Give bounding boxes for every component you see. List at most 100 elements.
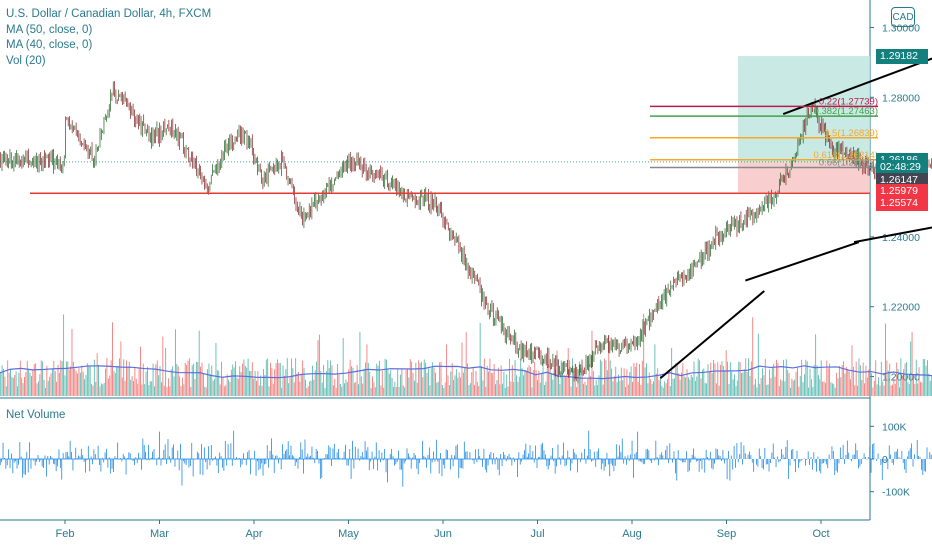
volume-bar <box>893 378 895 396</box>
volume-bar <box>854 385 856 396</box>
volume-bar <box>299 381 301 396</box>
volume-bar <box>39 374 41 396</box>
volume-bar <box>720 364 722 396</box>
volume-bar <box>425 362 427 396</box>
currency-button[interactable]: CAD <box>891 7 915 27</box>
volume-bar <box>908 384 910 396</box>
volume-bar <box>30 376 32 396</box>
fib-level-label: 0.66(1.25992) <box>819 157 878 168</box>
net-volume-label[interactable]: Net Volume <box>6 409 66 421</box>
volume-bar <box>356 365 358 396</box>
volume-bar <box>432 362 434 396</box>
volume-bar <box>559 384 561 396</box>
volume-bar <box>453 379 455 396</box>
volume-bar <box>381 370 383 396</box>
volume-bar <box>415 362 417 396</box>
volume-bar <box>25 372 27 396</box>
volume-bar <box>391 377 393 396</box>
volume-bar <box>409 359 411 396</box>
volume-bar <box>703 368 705 396</box>
volume-bar <box>556 350 558 396</box>
volume-bar <box>468 385 470 396</box>
volume-bar <box>785 359 787 396</box>
volume-bar <box>791 378 793 396</box>
volume-bar <box>121 377 123 396</box>
volume-bar <box>608 335 610 396</box>
volume-bar <box>464 367 466 396</box>
volume-bar <box>502 383 503 396</box>
ma50-label[interactable]: MA (50, close, 0) <box>6 23 93 36</box>
volume-bar <box>345 379 347 396</box>
volume-bar <box>360 376 362 396</box>
volume-bar <box>482 380 484 396</box>
volume-bar <box>21 377 23 396</box>
volume-bar <box>282 365 284 396</box>
volume-bar <box>843 361 845 396</box>
volume-bar <box>352 367 354 396</box>
volume-bar <box>903 369 905 396</box>
volume-bar <box>465 332 467 396</box>
volume-bar <box>3 368 4 396</box>
volume-bar <box>92 385 94 396</box>
volume-bar <box>244 365 246 396</box>
volume-bar <box>532 370 534 396</box>
volume-bar <box>685 377 687 396</box>
volume-bar <box>823 381 825 396</box>
volume-bar <box>128 361 130 396</box>
volume-bar <box>682 363 684 396</box>
volume-bar <box>191 365 193 396</box>
volume-bar <box>183 384 185 396</box>
volume-bar <box>186 364 188 396</box>
volume-bar <box>824 382 826 396</box>
volume-bar <box>555 369 557 396</box>
volume-bar <box>358 384 359 396</box>
volume-bar <box>700 378 702 396</box>
volume-bar <box>142 363 144 396</box>
volume-bar <box>33 364 35 396</box>
volume-bar <box>488 371 489 396</box>
volume-bar <box>647 383 649 396</box>
volume-bar <box>926 360 928 396</box>
volume-bar <box>450 371 452 396</box>
volume-bar <box>855 361 857 396</box>
volume-bar <box>100 383 102 396</box>
volume-bar <box>766 384 768 396</box>
volume-bar <box>126 360 127 396</box>
volume-bar <box>233 367 235 396</box>
volume-bar <box>543 384 545 396</box>
volume-bar <box>71 328 73 396</box>
volume-bar <box>787 369 789 396</box>
volume-bar <box>588 364 590 396</box>
volume-bar <box>133 381 134 396</box>
volume-bar <box>697 358 699 396</box>
volume-label[interactable]: Vol (20) <box>6 54 46 67</box>
volume-bar <box>753 384 755 396</box>
volume-bar <box>728 384 730 396</box>
volume-bar <box>894 383 896 396</box>
volume-bar <box>553 372 555 396</box>
volume-bar <box>810 379 812 396</box>
volume-bar <box>236 377 238 396</box>
volume-bar <box>303 367 305 396</box>
volume-bar <box>165 348 167 396</box>
volume-bar <box>606 370 608 396</box>
volume-bar <box>844 373 846 396</box>
volume-bar <box>310 380 312 396</box>
volume-bar <box>840 377 842 396</box>
volume-bar <box>401 368 403 396</box>
volume-bar <box>307 386 309 396</box>
volume-bar <box>634 366 636 396</box>
volume-bar <box>154 386 155 396</box>
volume-bar <box>75 371 77 396</box>
fib-level-label: 0.5(1.26839) <box>824 128 878 139</box>
ma40-label[interactable]: MA (40, close, 0) <box>6 39 93 51</box>
volume-bar <box>694 380 696 396</box>
volume-bar <box>563 375 565 396</box>
volume-bar <box>300 374 302 396</box>
volume-bar <box>70 366 72 396</box>
volume-bar <box>713 359 715 396</box>
volume-bar <box>696 376 698 396</box>
volume-bar <box>707 364 709 396</box>
volume-bar <box>710 362 712 396</box>
